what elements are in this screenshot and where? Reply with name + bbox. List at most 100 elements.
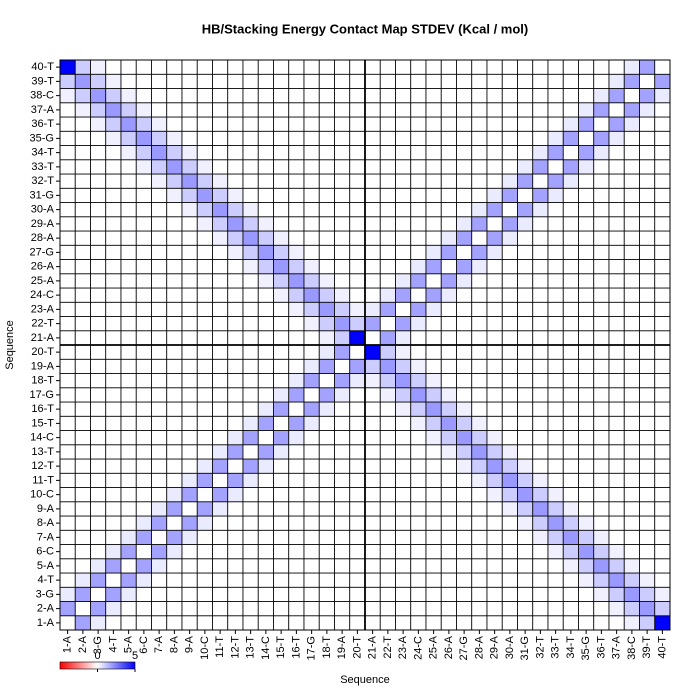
heatmap-cell	[471, 273, 488, 289]
heatmap-cell	[486, 301, 503, 317]
heatmap-cell	[120, 202, 137, 218]
heatmap-cell	[181, 586, 198, 602]
heatmap-cell	[318, 387, 335, 403]
heatmap-cell	[486, 458, 503, 474]
heatmap-cell	[334, 515, 351, 531]
heatmap-cell	[105, 202, 122, 218]
heatmap-cell	[74, 415, 91, 431]
heatmap-cell	[59, 544, 76, 560]
heatmap-cell	[74, 344, 91, 360]
heatmap-cell	[151, 487, 168, 503]
heatmap-cell	[395, 501, 412, 517]
heatmap-cell	[425, 572, 442, 588]
heatmap-cell	[227, 173, 244, 189]
heatmap-cell	[501, 515, 518, 531]
heatmap-cell	[654, 202, 671, 218]
heatmap-cell	[349, 59, 366, 75]
heatmap-cell	[105, 59, 122, 75]
heatmap-cell	[364, 159, 381, 175]
x-tick-label: 26-A	[443, 635, 455, 659]
heatmap-cell	[120, 586, 137, 602]
heatmap-cell	[364, 415, 381, 431]
heatmap-cell	[410, 444, 427, 460]
heatmap-cell	[166, 344, 183, 360]
heatmap-cell	[212, 316, 229, 332]
heatmap-cell	[303, 373, 320, 389]
heatmap-cell	[654, 529, 671, 545]
heatmap-cell	[654, 515, 671, 531]
heatmap-cell	[578, 88, 595, 104]
y-tick-label: 12-T	[31, 460, 54, 472]
heatmap-cell	[395, 287, 412, 303]
heatmap-cell	[90, 145, 107, 161]
heatmap-cell	[654, 116, 671, 132]
heatmap-cell	[379, 59, 396, 75]
heatmap-cell	[273, 316, 290, 332]
heatmap-cell	[623, 415, 640, 431]
heatmap-cell	[196, 415, 213, 431]
heatmap-cell	[608, 230, 625, 246]
heatmap-cell	[349, 145, 366, 161]
heatmap-cell	[593, 173, 610, 189]
heatmap-cell	[379, 301, 396, 317]
heatmap-cell	[318, 601, 335, 617]
heatmap-cell	[501, 586, 518, 602]
heatmap-cell	[517, 501, 534, 517]
heatmap-cell	[562, 529, 579, 545]
heatmap-cell	[181, 145, 198, 161]
heatmap-cell	[440, 273, 457, 289]
heatmap-cell	[547, 73, 564, 89]
heatmap-cell	[654, 601, 671, 617]
heatmap-cell	[456, 472, 473, 488]
heatmap-cell	[578, 145, 595, 161]
heatmap-cell	[318, 529, 335, 545]
heatmap-cell	[654, 401, 671, 417]
heatmap-cell	[303, 145, 320, 161]
heatmap-cell	[456, 601, 473, 617]
heatmap-cell	[379, 558, 396, 574]
heatmap-cell	[151, 358, 168, 374]
heatmap-cell	[227, 344, 244, 360]
heatmap-cell	[517, 173, 534, 189]
heatmap-cell	[578, 202, 595, 218]
heatmap-cell	[654, 358, 671, 374]
heatmap-cell	[288, 401, 305, 417]
heatmap-cell	[318, 216, 335, 232]
heatmap-cell	[654, 159, 671, 175]
heatmap-cell	[273, 130, 290, 146]
heatmap-cell	[120, 487, 137, 503]
heatmap-cell	[532, 130, 549, 146]
heatmap-cell	[303, 601, 320, 617]
heatmap-cell	[349, 159, 366, 175]
heatmap-cell	[440, 330, 457, 346]
heatmap-cell	[486, 230, 503, 246]
heatmap-cell	[166, 430, 183, 446]
heatmap-cell	[410, 88, 427, 104]
heatmap-cell	[273, 116, 290, 132]
heatmap-cell	[410, 458, 427, 474]
heatmap-cell	[578, 544, 595, 560]
heatmap-cell	[593, 145, 610, 161]
y-tick-label: 14-C	[30, 432, 54, 444]
heatmap-cell	[288, 415, 305, 431]
heatmap-cell	[639, 544, 656, 560]
heatmap-cell	[212, 244, 229, 260]
heatmap-cell	[562, 116, 579, 132]
heatmap-cell	[593, 601, 610, 617]
heatmap-cell	[196, 187, 213, 203]
heatmap-cell	[593, 216, 610, 232]
heatmap-cell	[212, 116, 229, 132]
heatmap-cell	[151, 544, 168, 560]
heatmap-cell	[486, 130, 503, 146]
heatmap-cell	[166, 173, 183, 189]
heatmap-cell	[517, 544, 534, 560]
heatmap-cell	[395, 116, 412, 132]
heatmap-cell	[532, 344, 549, 360]
heatmap-cell	[74, 401, 91, 417]
y-tick-label: 24-C	[30, 289, 54, 301]
heatmap-cell	[349, 444, 366, 460]
heatmap-cell	[517, 130, 534, 146]
heatmap-cell	[623, 273, 640, 289]
heatmap-cell	[456, 330, 473, 346]
heatmap-cell	[59, 230, 76, 246]
